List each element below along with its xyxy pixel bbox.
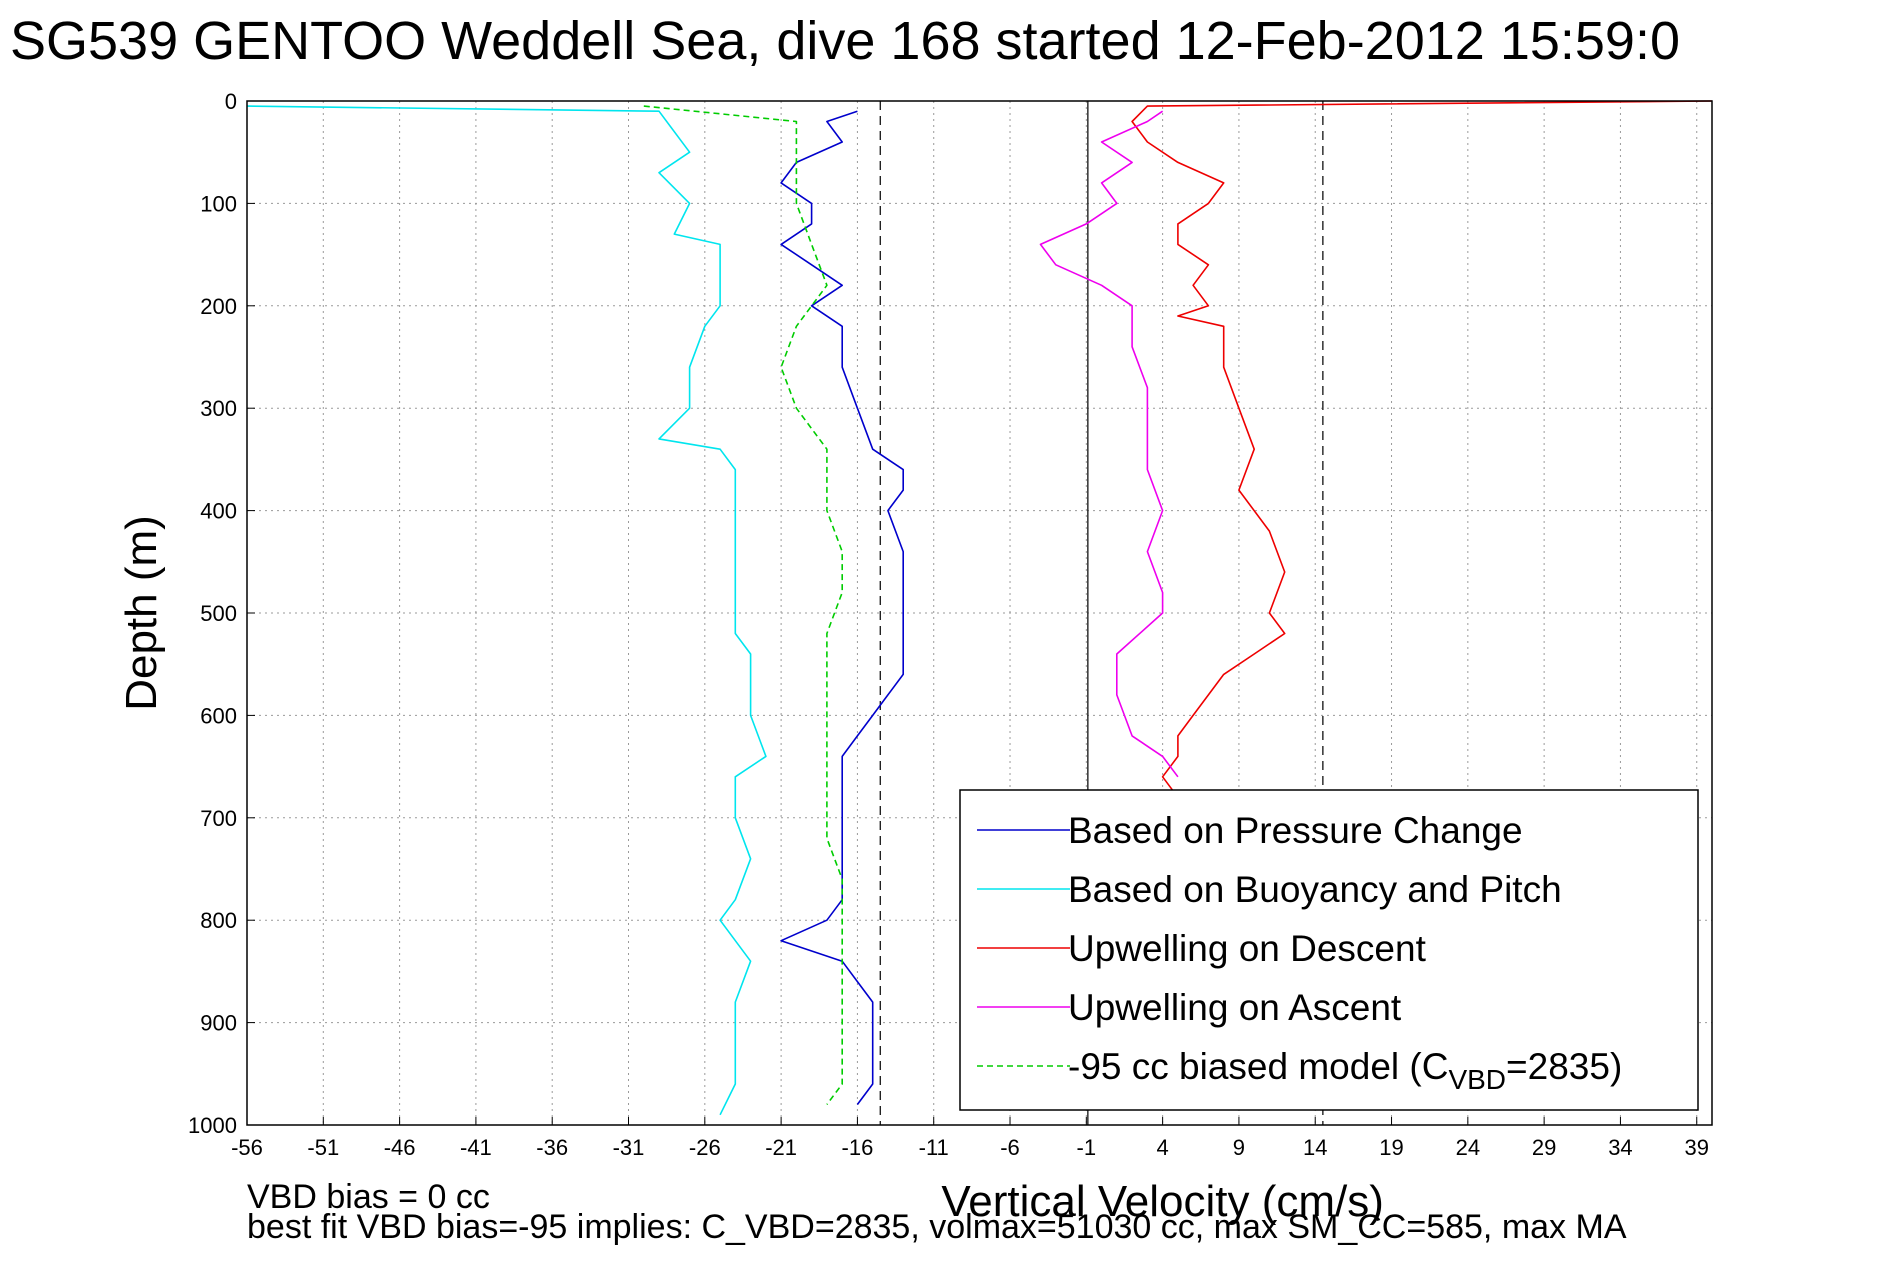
legend-label: Based on Pressure Change: [1068, 810, 1523, 851]
y-axis-label: Depth (m): [117, 515, 166, 711]
y-tick-label: 700: [200, 806, 237, 831]
y-tick-label: 600: [200, 703, 237, 728]
x-tick-label: 14: [1303, 1135, 1327, 1160]
x-tick-label: -16: [842, 1135, 874, 1160]
x-tick-label: 24: [1456, 1135, 1480, 1160]
legend-label: -95 cc biased model (CVBD=2835): [1068, 1046, 1622, 1095]
x-tick-label: -11: [919, 1135, 949, 1160]
x-tick-label: 19: [1379, 1135, 1403, 1160]
series-line: [1131, 100, 1713, 798]
tick-labels: -56 -51 -46 -41 -36 -31 -26 -21 -16 -11 -6 -1 4 9 14 19…: [188, 89, 1709, 1160]
y-tick-label: 100: [200, 191, 237, 216]
series-line: [643, 105, 844, 1105]
x-tick-label: -41: [460, 1135, 492, 1160]
x-tick-label: -31: [613, 1135, 645, 1160]
x-tick-label: 9: [1233, 1135, 1245, 1160]
vbd-bias-note: VBD bias = 0 cc: [247, 1178, 490, 1216]
series-lines: [246, 100, 1713, 1116]
x-tick-label: 29: [1532, 1135, 1556, 1160]
legend-label: Based on Buoyancy and Pitch: [1068, 869, 1562, 910]
x-tick-label: -26: [689, 1135, 721, 1160]
y-tick-label: 900: [200, 1011, 237, 1036]
chart-title: SG539 GENTOO Weddell Sea, dive 168 start…: [10, 11, 1680, 71]
x-tick-label: -36: [536, 1135, 568, 1160]
series-line: [780, 110, 905, 1105]
x-axis-label: Vertical Velocity (cm/s): [941, 1177, 1384, 1226]
legend: Based on Pressure Change Based on Buoyanc…: [959, 789, 1699, 1111]
x-tick-label: -51: [307, 1135, 339, 1160]
legend-label: Upwelling on Descent: [1068, 928, 1427, 969]
x-tick-label: -21: [765, 1135, 797, 1160]
x-tick-label: 34: [1608, 1135, 1632, 1160]
series-line: [1039, 110, 1179, 778]
legend-label: Upwelling on Ascent: [1068, 987, 1402, 1028]
x-tick-label: 39: [1684, 1135, 1708, 1160]
x-tick-label: 4: [1157, 1135, 1169, 1160]
x-tick-label: -46: [384, 1135, 416, 1160]
y-tick-label: 1000: [188, 1113, 237, 1138]
y-tick-label: 300: [200, 396, 237, 421]
legend-box: [959, 789, 1699, 1111]
x-tick-label: -6: [1000, 1135, 1020, 1160]
y-tick-label: 500: [200, 601, 237, 626]
x-tick-label: -1: [1077, 1135, 1097, 1160]
x-tick-label: -56: [231, 1135, 263, 1160]
y-tick-label: 400: [200, 499, 237, 524]
y-tick-label: 200: [200, 294, 237, 319]
series-line: [246, 105, 767, 1116]
y-tick-label: 0: [225, 89, 237, 114]
y-tick-label: 800: [200, 908, 237, 933]
best-fit-note: best fit VBD bias=-95 implies: C_VBD=283…: [247, 1208, 1627, 1246]
